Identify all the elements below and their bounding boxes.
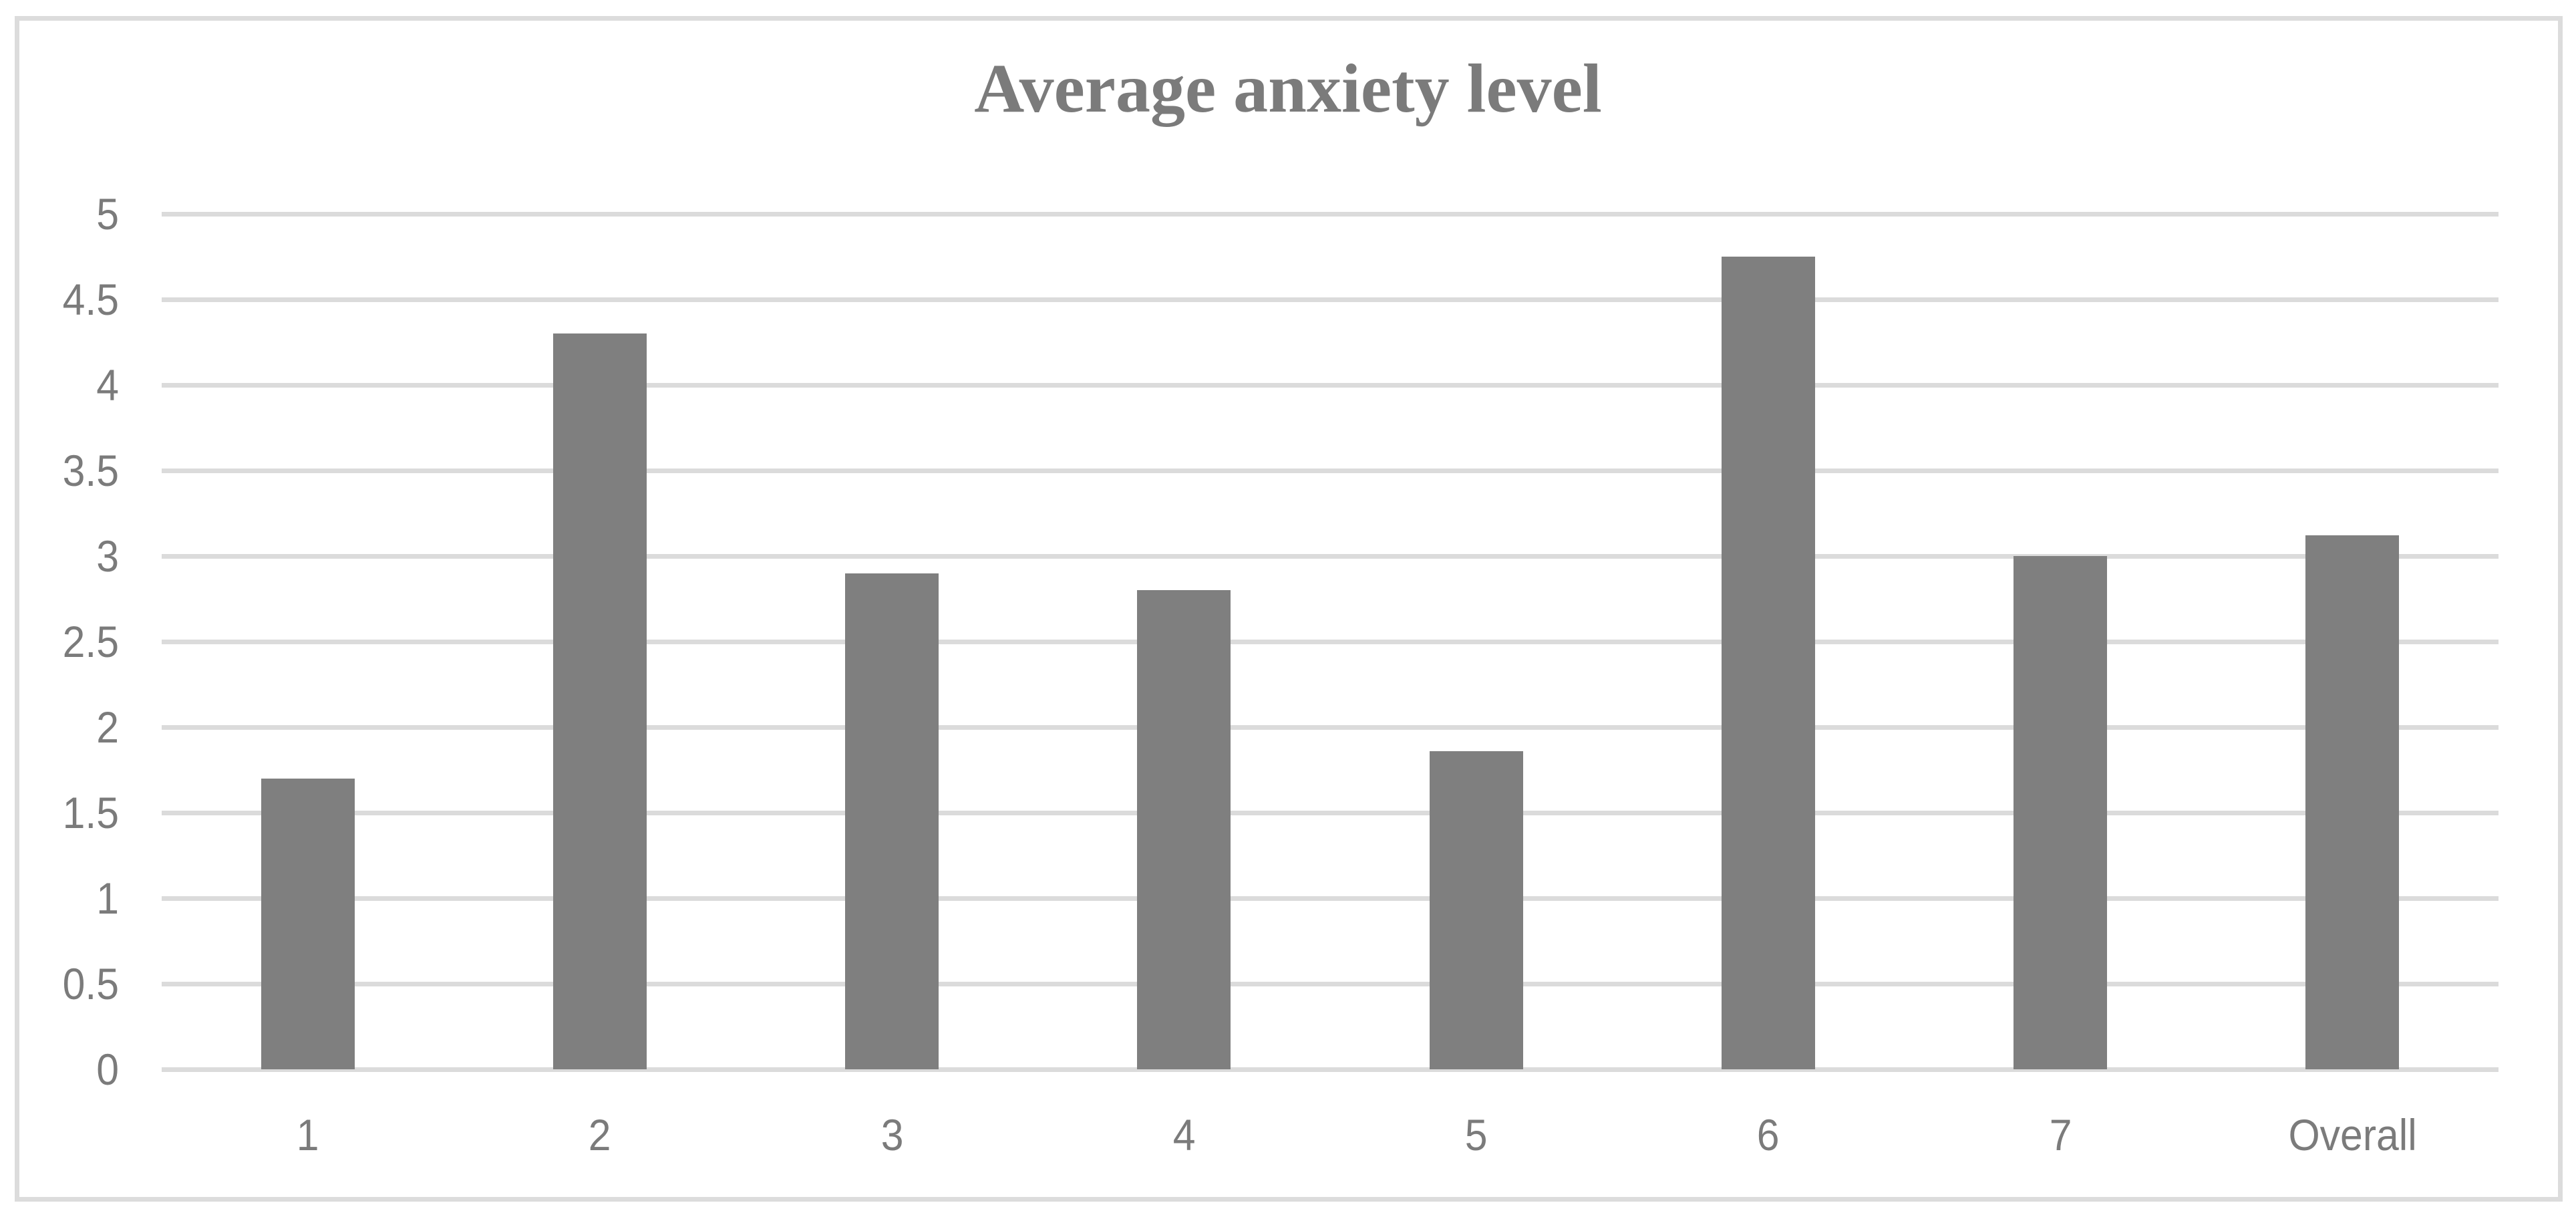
y-tick-label-1: 1 (96, 873, 119, 923)
bar-7 (2014, 556, 2108, 1069)
y-tick-label-4: 4 (96, 360, 119, 410)
bar-slot-5 (1330, 214, 1622, 1069)
gridline-3 (162, 554, 2499, 559)
x-tick-label-1: 1 (296, 1110, 319, 1160)
bar-5 (1429, 751, 1523, 1069)
chart-title: Average anxiety level (974, 50, 1602, 127)
bar-slot-6 (1622, 214, 1914, 1069)
gridline-1 (162, 896, 2499, 901)
bar-1 (261, 779, 355, 1069)
x-tick-label-7: 7 (2049, 1110, 2072, 1160)
bar-slot-3 (746, 214, 1038, 1069)
y-tick-label-0: 0 (96, 1045, 119, 1094)
bar-slot-1 (162, 214, 454, 1069)
y-tick-label-2: 2 (96, 702, 119, 752)
y-tick-label-3.5: 3.5 (62, 446, 119, 495)
gridline-0 (162, 1067, 2499, 1072)
gridline-2.5 (162, 640, 2499, 644)
gridline-5 (162, 212, 2499, 217)
y-axis-tick-labels: 0 0.5 1 1.5 2 2.5 3 3.5 4 4.5 5 (0, 0, 119, 1219)
gridline-4.5 (162, 297, 2499, 302)
bar-slot-4 (1038, 214, 1330, 1069)
bar-3 (845, 573, 939, 1069)
bar-series (162, 214, 2499, 1069)
bar-2 (552, 333, 647, 1069)
figure-frame (15, 16, 2563, 1202)
y-tick-label-3: 3 (96, 531, 119, 581)
gridlines (162, 212, 2499, 1074)
x-tick-label-3: 3 (880, 1110, 904, 1160)
x-tick-label-5: 5 (1464, 1110, 1488, 1160)
gridline-1.5 (162, 811, 2499, 815)
x-axis-tick-labels: 1 2 3 4 5 6 7 Overall (162, 1103, 2499, 1167)
bar-slot-7 (1915, 214, 2207, 1069)
y-tick-label-4.5: 4.5 (62, 275, 119, 324)
y-tick-label-5: 5 (96, 189, 119, 239)
bar-Overall (2305, 535, 2400, 1069)
bar-slot-Overall (2207, 214, 2499, 1069)
bar-6 (1721, 257, 1815, 1069)
bar-slot-2 (454, 214, 746, 1069)
x-tick-label-2: 2 (588, 1110, 611, 1160)
gridline-2 (162, 725, 2499, 730)
y-tick-label-2.5: 2.5 (62, 617, 119, 666)
y-tick-label-0.5: 0.5 (62, 959, 119, 1008)
y-tick-label-1.5: 1.5 (62, 788, 119, 837)
gridline-3.5 (162, 468, 2499, 473)
bar-4 (1137, 590, 1231, 1069)
x-tick-label-Overall: Overall (2288, 1110, 2417, 1160)
gridline-0.5 (162, 982, 2499, 986)
x-tick-label-4: 4 (1172, 1110, 1196, 1160)
gridline-4 (162, 383, 2499, 388)
x-tick-label-6: 6 (1756, 1110, 1780, 1160)
